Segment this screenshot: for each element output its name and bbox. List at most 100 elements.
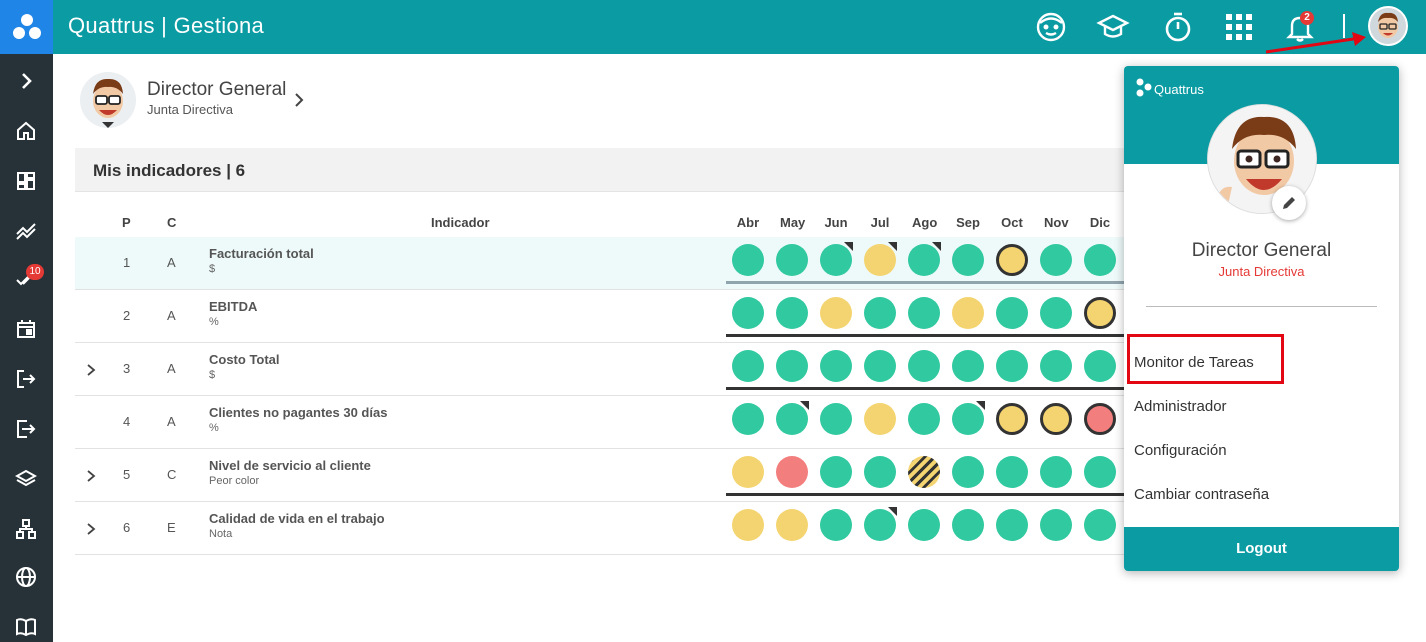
status-dot-green[interactable]: [1084, 509, 1116, 541]
status-dot-green[interactable]: [996, 456, 1028, 488]
quattrus-logo-icon[interactable]: [0, 0, 53, 54]
status-dot-yellow[interactable]: [732, 456, 764, 488]
book-icon[interactable]: [13, 614, 39, 640]
login-icon[interactable]: [13, 366, 39, 392]
edit-profile-button[interactable]: [1272, 186, 1306, 220]
expand-row-icon[interactable]: [85, 469, 97, 483]
status-dot-green[interactable]: [996, 509, 1028, 541]
globe-icon[interactable]: [13, 564, 39, 590]
home-icon[interactable]: [13, 118, 39, 144]
menu-item-cambiar-contrasena[interactable]: Cambiar contraseña: [1134, 486, 1270, 503]
status-dot-green[interactable]: [908, 403, 940, 435]
status-dot-green[interactable]: [732, 350, 764, 382]
org-chart-icon[interactable]: [13, 516, 39, 542]
status-dot-green[interactable]: [952, 456, 984, 488]
expand-icon[interactable]: [13, 68, 39, 94]
status-dot-yellow-ring[interactable]: [996, 403, 1028, 435]
status-dot-striped[interactable]: [908, 456, 940, 488]
status-dot-green[interactable]: [1084, 244, 1116, 276]
support-face-icon[interactable]: [1033, 9, 1069, 45]
indicator-name[interactable]: Clientes no pagantes 30 días: [209, 405, 388, 420]
chevron-right-icon[interactable]: [292, 92, 306, 108]
menu-item-administrador[interactable]: Administrador: [1134, 398, 1227, 415]
status-dot-green[interactable]: [1040, 244, 1072, 276]
status-dot-green[interactable]: [908, 297, 940, 329]
calendar-icon[interactable]: [13, 316, 39, 342]
status-dot-yellow[interactable]: [820, 297, 852, 329]
layers-icon[interactable]: [13, 466, 39, 492]
status-dot-green[interactable]: [732, 244, 764, 276]
status-dot-red-ring[interactable]: [1084, 403, 1116, 435]
status-dot-yellow-ring[interactable]: [1084, 297, 1116, 329]
indicator-name[interactable]: Nivel de servicio al cliente: [209, 458, 371, 473]
table-row[interactable]: 6 E Calidad de vida en el trabajo Nota: [75, 502, 1125, 555]
status-dot-yellow-ring[interactable]: [996, 244, 1028, 276]
status-dot-green[interactable]: [820, 509, 852, 541]
status-dot-green[interactable]: [952, 244, 984, 276]
column-header-month: Sep: [956, 215, 980, 230]
status-dot-green[interactable]: [952, 509, 984, 541]
status-dot-green[interactable]: [864, 456, 896, 488]
status-dot-yellow[interactable]: [864, 403, 896, 435]
indicator-name[interactable]: Facturación total: [209, 246, 314, 261]
status-dot-green[interactable]: [776, 244, 808, 276]
table-row[interactable]: 1 A Facturación total $: [75, 237, 1125, 290]
bell-icon[interactable]: 2: [1282, 9, 1318, 45]
status-dot-green[interactable]: [1040, 350, 1072, 382]
status-dot-green[interactable]: [864, 350, 896, 382]
status-dot-green[interactable]: [820, 403, 852, 435]
status-dot-green[interactable]: [1084, 350, 1116, 382]
table-row[interactable]: 5 C Nivel de servicio al cliente Peor color: [75, 449, 1125, 502]
status-dot-green[interactable]: [732, 403, 764, 435]
trend-icon[interactable]: [13, 218, 39, 244]
indicator-unit: %: [209, 316, 219, 328]
comment-flag-icon: [932, 242, 941, 251]
status-dot-green[interactable]: [952, 350, 984, 382]
status-dot-green[interactable]: [776, 297, 808, 329]
expand-row-icon[interactable]: [85, 363, 97, 377]
user-avatar-button[interactable]: [1368, 6, 1408, 46]
menu-item-monitor-tareas[interactable]: Monitor de Tareas: [1134, 354, 1254, 371]
table-row[interactable]: 3 A Costo Total $: [75, 343, 1125, 396]
table-row[interactable]: 2 A EBITDA%: [75, 290, 1125, 343]
indicator-name[interactable]: EBITDA: [209, 299, 258, 314]
logout-icon[interactable]: [13, 416, 39, 442]
status-dot-green[interactable]: [996, 297, 1028, 329]
dashboard-icon[interactable]: [13, 168, 39, 194]
status-dot-green[interactable]: [1084, 456, 1116, 488]
table-row[interactable]: 4 A Clientes no pagantes 30 días%: [75, 396, 1125, 449]
status-dot-green[interactable]: [820, 456, 852, 488]
graduation-cap-icon[interactable]: [1095, 9, 1131, 45]
status-dot-green[interactable]: [732, 297, 764, 329]
indicator-name[interactable]: Costo Total: [209, 352, 280, 367]
indicator-unit: Peor color: [209, 475, 260, 487]
status-dot-yellow[interactable]: [732, 509, 764, 541]
status-dot-green[interactable]: [996, 350, 1028, 382]
status-dot-red[interactable]: [776, 456, 808, 488]
column-header-month: Jun: [824, 215, 848, 230]
status-dot-yellow[interactable]: [952, 297, 984, 329]
status-dot-green[interactable]: [1040, 509, 1072, 541]
status-dot-green[interactable]: [820, 350, 852, 382]
indicator-name[interactable]: Calidad de vida en el trabajo: [209, 511, 385, 526]
apps-grid-icon[interactable]: [1221, 9, 1257, 45]
status-dot-green[interactable]: [1040, 297, 1072, 329]
logout-button[interactable]: Logout: [1124, 527, 1399, 571]
row-trend-line: [726, 281, 1125, 284]
profile-avatar: [1207, 104, 1317, 214]
status-dot-yellow-ring[interactable]: [1040, 403, 1072, 435]
status-dot-green[interactable]: [776, 350, 808, 382]
sidebar: 10: [0, 54, 53, 642]
status-dot-green[interactable]: [1040, 456, 1072, 488]
status-dot-green[interactable]: [908, 350, 940, 382]
status-dot-yellow[interactable]: [776, 509, 808, 541]
expand-row-icon[interactable]: [85, 522, 97, 536]
profile-role: Junta Directiva: [1218, 264, 1305, 279]
status-dot-green[interactable]: [908, 509, 940, 541]
status-dot-green[interactable]: [864, 297, 896, 329]
row-trend-line: [726, 493, 1125, 496]
row-trend-line: [726, 387, 1125, 390]
stopwatch-icon[interactable]: [1160, 9, 1196, 45]
cell-c: A: [167, 361, 176, 376]
menu-item-configuracion[interactable]: Configuración: [1134, 442, 1227, 459]
